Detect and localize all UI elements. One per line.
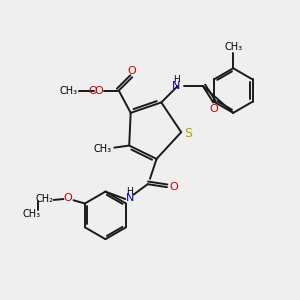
Text: S: S (184, 127, 192, 140)
Text: CH₃: CH₃ (93, 143, 112, 154)
Text: O: O (128, 66, 136, 76)
Text: H: H (173, 75, 179, 84)
Text: O: O (209, 104, 218, 114)
Text: O: O (94, 85, 103, 96)
Text: O: O (63, 193, 72, 202)
Text: CH₃: CH₃ (22, 209, 40, 219)
Text: N: N (172, 81, 180, 91)
Text: O: O (88, 85, 97, 96)
Text: O: O (169, 182, 178, 192)
Text: CH₃: CH₃ (59, 85, 77, 96)
Text: N: N (126, 193, 134, 202)
Text: CH₂: CH₂ (36, 194, 54, 204)
Text: CH₃: CH₃ (224, 42, 242, 52)
Text: H: H (126, 187, 133, 196)
